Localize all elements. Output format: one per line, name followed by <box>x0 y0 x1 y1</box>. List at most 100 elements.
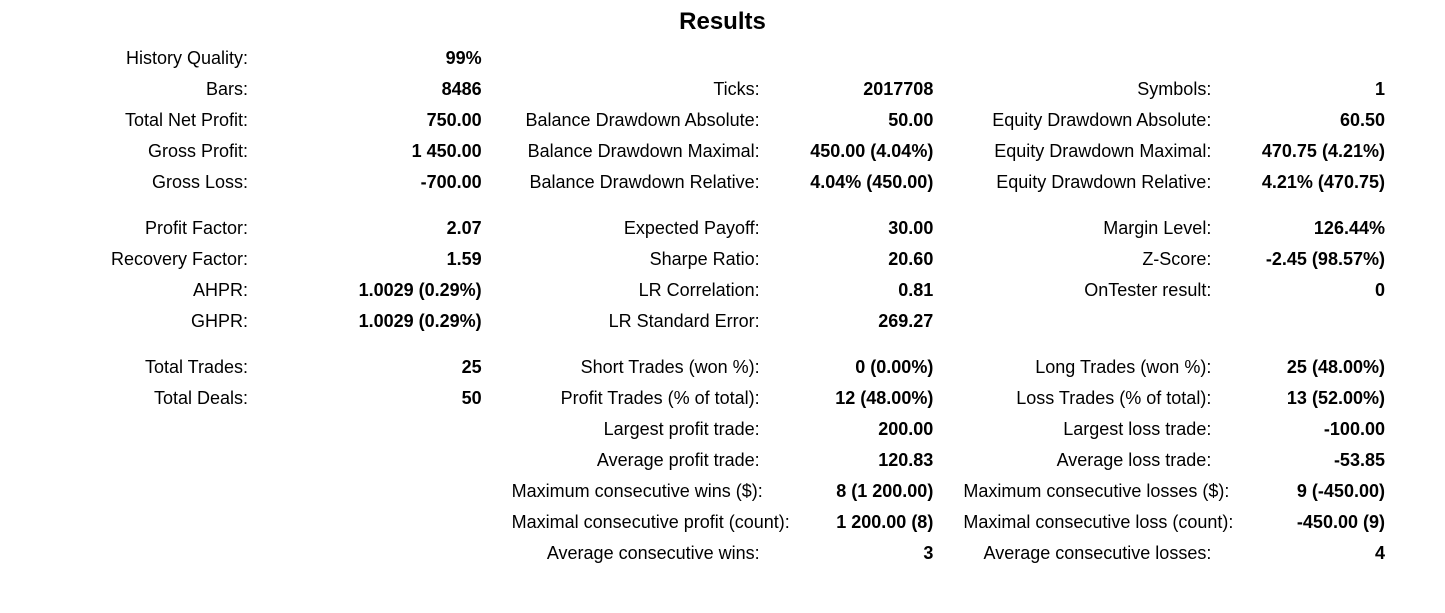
label-short-trades-won: Short Trades (won %): <box>512 357 772 378</box>
label-max-consecutive-losses: Maximum consecutive losses ($): <box>963 481 1241 502</box>
label-average-profit-trade: Average profit trade: <box>512 450 772 471</box>
block1-col1: History Quality: 99% Bars: 8486 Total Ne… <box>60 48 482 196</box>
label-largest-profit-trade: Largest profit trade: <box>512 419 772 440</box>
block2-col2: Expected Payoff: 30.00 Sharpe Ratio: 20.… <box>512 218 934 335</box>
value-max-consecutive-losses: 9 (-450.00) <box>1241 481 1385 502</box>
row-z-score: Z-Score: -2.45 (98.57%) <box>963 249 1385 273</box>
label-ontester-result: OnTester result: <box>963 280 1223 301</box>
value-bars: 8486 <box>260 79 482 100</box>
value-average-profit-trade: 120.83 <box>772 450 934 471</box>
row-gross-loss: Gross Loss: -700.00 <box>60 172 482 196</box>
label-average-consecutive-wins: Average consecutive wins: <box>512 543 772 564</box>
label-total-net-profit: Total Net Profit: <box>60 110 260 131</box>
value-loss-trades-pct: 13 (52.00%) <box>1223 388 1385 409</box>
block2-col1: Profit Factor: 2.07 Recovery Factor: 1.5… <box>60 218 482 335</box>
block3-col3: Long Trades (won %): 25 (48.00%) Loss Tr… <box>963 357 1385 567</box>
value-average-consecutive-losses: 4 <box>1223 543 1385 564</box>
value-expected-payoff: 30.00 <box>772 218 934 239</box>
value-gross-loss: -700.00 <box>260 172 482 193</box>
label-recovery-factor: Recovery Factor: <box>60 249 260 270</box>
value-lr-correlation: 0.81 <box>772 280 934 301</box>
label-maximal-consecutive-profit: Maximal consecutive profit (count): <box>512 512 802 533</box>
label-balance-dd-relative: Balance Drawdown Relative: <box>512 172 772 193</box>
value-ontester-result: 0 <box>1223 280 1385 301</box>
label-history-quality: History Quality: <box>60 48 260 69</box>
row-gross-profit: Gross Profit: 1 450.00 <box>60 141 482 165</box>
value-balance-dd-absolute: 50.00 <box>772 110 934 131</box>
value-ghpr: 1.0029 (0.29%) <box>260 311 482 332</box>
label-average-loss-trade: Average loss trade: <box>963 450 1223 471</box>
row-profit-trades-pct: Profit Trades (% of total): 12 (48.00%) <box>512 388 934 412</box>
block2-col3: Margin Level: 126.44% Z-Score: -2.45 (98… <box>963 218 1385 335</box>
value-history-quality: 99% <box>260 48 482 69</box>
row-total-net-profit: Total Net Profit: 750.00 <box>60 110 482 134</box>
label-sharpe-ratio: Sharpe Ratio: <box>512 249 772 270</box>
results-block-3: Total Trades: 25 Total Deals: 50 Short T… <box>60 357 1385 567</box>
label-gross-loss: Gross Loss: <box>60 172 260 193</box>
label-margin-level: Margin Level: <box>963 218 1223 239</box>
row-equity-dd-absolute: Equity Drawdown Absolute: 60.50 <box>963 110 1385 134</box>
label-symbols: Symbols: <box>963 79 1223 100</box>
row-total-deals: Total Deals: 50 <box>60 388 482 412</box>
value-gross-profit: 1 450.00 <box>260 141 482 162</box>
row-average-consecutive-losses: Average consecutive losses: 4 <box>963 543 1385 567</box>
row-recovery-factor: Recovery Factor: 1.59 <box>60 249 482 273</box>
label-total-deals: Total Deals: <box>60 388 260 409</box>
row-largest-loss-trade: Largest loss trade: -100.00 <box>963 419 1385 443</box>
value-maximal-consecutive-loss: -450.00 (9) <box>1245 512 1385 533</box>
row-balance-dd-absolute: Balance Drawdown Absolute: 50.00 <box>512 110 934 134</box>
row-history-quality: History Quality: 99% <box>60 48 482 72</box>
row-ghpr: GHPR: 1.0029 (0.29%) <box>60 311 482 335</box>
row-profit-factor: Profit Factor: 2.07 <box>60 218 482 242</box>
results-title: Results <box>60 8 1385 36</box>
row-symbols: Symbols: 1 <box>963 79 1385 103</box>
value-balance-dd-maximal: 450.00 (4.04%) <box>772 141 934 162</box>
row-short-trades-won: Short Trades (won %): 0 (0.00%) <box>512 357 934 381</box>
value-profit-trades-pct: 12 (48.00%) <box>772 388 934 409</box>
row-balance-dd-relative: Balance Drawdown Relative: 4.04% (450.00… <box>512 172 934 196</box>
row-ahpr: AHPR: 1.0029 (0.29%) <box>60 280 482 304</box>
label-maximal-consecutive-loss: Maximal consecutive loss (count): <box>963 512 1245 533</box>
label-max-consecutive-wins: Maximum consecutive wins ($): <box>512 481 775 502</box>
value-margin-level: 126.44% <box>1223 218 1385 239</box>
block3-col2: Short Trades (won %): 0 (0.00%) Profit T… <box>512 357 934 567</box>
label-lr-correlation: LR Correlation: <box>512 280 772 301</box>
row-max-consecutive-losses: Maximum consecutive losses ($): 9 (-450.… <box>963 481 1385 505</box>
row-maximal-consecutive-profit: Maximal consecutive profit (count): 1 20… <box>512 512 934 536</box>
value-total-net-profit: 750.00 <box>260 110 482 131</box>
label-gross-profit: Gross Profit: <box>60 141 260 162</box>
label-ghpr: GHPR: <box>60 311 260 332</box>
value-long-trades-won: 25 (48.00%) <box>1223 357 1385 378</box>
row-average-loss-trade: Average loss trade: -53.85 <box>963 450 1385 474</box>
row-max-consecutive-wins: Maximum consecutive wins ($): 8 (1 200.0… <box>512 481 934 505</box>
value-total-trades: 25 <box>260 357 482 378</box>
row-equity-dd-relative: Equity Drawdown Relative: 4.21% (470.75) <box>963 172 1385 196</box>
block1-col2: Ticks: 2017708 Balance Drawdown Absolute… <box>512 48 934 196</box>
block3-col1: Total Trades: 25 Total Deals: 50 <box>60 357 482 567</box>
row-loss-trades-pct: Loss Trades (% of total): 13 (52.00%) <box>963 388 1385 412</box>
label-equity-dd-absolute: Equity Drawdown Absolute: <box>963 110 1223 131</box>
row-sharpe-ratio: Sharpe Ratio: 20.60 <box>512 249 934 273</box>
row-bars: Bars: 8486 <box>60 79 482 103</box>
value-symbols: 1 <box>1223 79 1385 100</box>
label-equity-dd-relative: Equity Drawdown Relative: <box>963 172 1223 193</box>
label-average-consecutive-losses: Average consecutive losses: <box>963 543 1223 564</box>
label-lr-standard-error: LR Standard Error: <box>512 311 772 332</box>
value-average-consecutive-wins: 3 <box>772 543 934 564</box>
row-average-profit-trade: Average profit trade: 120.83 <box>512 450 934 474</box>
label-largest-loss-trade: Largest loss trade: <box>963 419 1223 440</box>
row-ticks: Ticks: 2017708 <box>512 79 934 103</box>
results-block-2: Profit Factor: 2.07 Recovery Factor: 1.5… <box>60 218 1385 335</box>
value-z-score: -2.45 (98.57%) <box>1223 249 1385 270</box>
label-profit-factor: Profit Factor: <box>60 218 260 239</box>
value-ticks: 2017708 <box>772 79 934 100</box>
row-expected-payoff: Expected Payoff: 30.00 <box>512 218 934 242</box>
value-max-consecutive-wins: 8 (1 200.00) <box>775 481 934 502</box>
label-long-trades-won: Long Trades (won %): <box>963 357 1223 378</box>
label-balance-dd-maximal: Balance Drawdown Maximal: <box>512 141 772 162</box>
value-ahpr: 1.0029 (0.29%) <box>260 280 482 301</box>
row-ontester-result: OnTester result: 0 <box>963 280 1385 304</box>
row-average-consecutive-wins: Average consecutive wins: 3 <box>512 543 934 567</box>
block1-col3: Symbols: 1 Equity Drawdown Absolute: 60.… <box>963 48 1385 196</box>
value-total-deals: 50 <box>260 388 482 409</box>
